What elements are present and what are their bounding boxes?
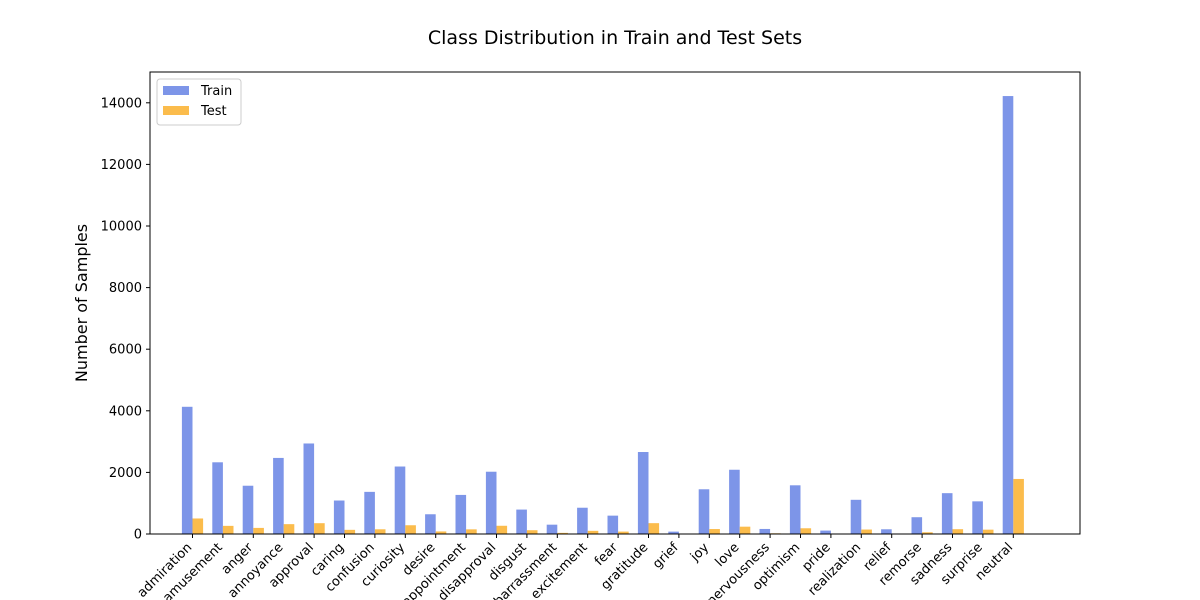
y-tick-label-0: 0 <box>134 528 142 543</box>
bar-train-pride <box>820 530 831 534</box>
bar-train-grief <box>668 531 679 534</box>
bar-train-disgust <box>516 509 527 534</box>
bar-test-confusion <box>374 529 386 534</box>
bar-train-nervousness <box>759 528 771 534</box>
bar-train-surprise <box>972 501 983 534</box>
bar-test-gratitude <box>648 523 660 534</box>
bar-train-confusion <box>364 491 375 534</box>
bar-train-excitement <box>577 507 588 534</box>
bar-train-caring <box>333 500 345 534</box>
legend-label-train: Train <box>200 84 232 99</box>
bar-test-joy <box>709 529 720 534</box>
y-axis: 0 2000 4000 6000 8000 10000 12000 14000 <box>101 96 150 543</box>
bar-train-sadness <box>941 493 953 534</box>
chart-title: Class Distribution in Train and Test Set… <box>428 27 802 49</box>
bar-test-love <box>739 526 751 534</box>
bar-test-desire <box>435 531 447 534</box>
bar-test-realization <box>861 529 872 534</box>
bar-test-sadness <box>952 529 964 534</box>
bar-train-anger <box>242 485 254 534</box>
bar-train-disapproval <box>485 471 497 534</box>
bar-test-annoyance <box>283 524 295 534</box>
y-tick-label-14000: 14000 <box>101 96 142 111</box>
bar-test-surprise <box>982 529 994 534</box>
y-axis-label: Number of Samples <box>72 224 91 382</box>
bar-test-fear <box>618 531 629 534</box>
bar-test-disappointment <box>466 529 477 534</box>
bar-train-desire <box>425 514 436 534</box>
bar-test-neutral <box>1013 478 1024 534</box>
bar-train-joy <box>698 489 710 534</box>
bars <box>181 96 1024 534</box>
bar-test-caring <box>344 529 356 534</box>
y-tick-label-10000: 10000 <box>101 220 142 235</box>
y-tick-label-6000: 6000 <box>109 343 142 358</box>
bar-test-embarrassment <box>557 532 568 534</box>
bar-train-approval <box>303 443 315 534</box>
bar-test-admiration <box>192 518 204 534</box>
y-tick-label-4000: 4000 <box>109 404 142 419</box>
bar-test-anger <box>253 527 264 534</box>
bar-train-amusement <box>212 462 223 534</box>
bar-train-annoyance <box>273 457 284 534</box>
bar-train-relief <box>881 529 892 534</box>
bar-test-amusement <box>222 525 234 534</box>
bar-test-remorse <box>922 532 933 534</box>
bar-train-embarrassment <box>546 524 558 534</box>
bar-train-realization <box>850 499 862 534</box>
bar-train-curiosity <box>394 466 406 534</box>
legend-swatch-train <box>163 86 189 95</box>
y-tick-label-2000: 2000 <box>109 466 142 481</box>
y-tick-label-12000: 12000 <box>101 158 142 173</box>
bar-train-disappointment <box>455 494 467 534</box>
legend-swatch-test <box>163 106 189 115</box>
bar-train-remorse <box>911 517 923 534</box>
bar-train-love <box>729 469 740 534</box>
bar-test-curiosity <box>405 525 416 534</box>
bar-test-optimism <box>800 528 812 534</box>
plot-frame <box>149 71 1081 535</box>
bar-train-fear <box>607 515 619 534</box>
bar-train-admiration <box>181 406 193 534</box>
bar-train-neutral <box>1002 96 1014 534</box>
y-tick-label-8000: 8000 <box>109 281 142 296</box>
bar-test-disapproval <box>496 525 508 534</box>
bar-test-disgust <box>526 530 538 534</box>
bar-train-optimism <box>789 485 801 534</box>
bar-test-approval <box>314 523 325 534</box>
bar-train-gratitude <box>637 452 649 534</box>
legend-label-test: Test <box>200 104 227 119</box>
bar-test-excitement <box>587 530 599 534</box>
legend: Train Test <box>156 78 242 126</box>
